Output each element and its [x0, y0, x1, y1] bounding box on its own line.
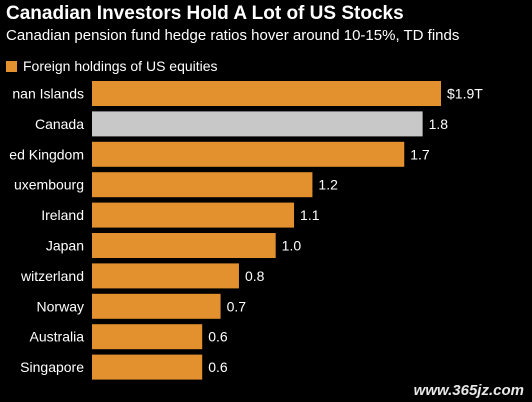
value-label: 0.6 — [208, 329, 228, 345]
value-label: 1.1 — [300, 207, 320, 223]
bar — [92, 233, 276, 258]
category-label: Norway — [37, 298, 84, 314]
value-label: 1.0 — [282, 238, 302, 254]
chart-title: Canadian Investors Hold A Lot of US Stoc… — [6, 3, 404, 24]
bar — [92, 111, 423, 137]
category-label: Australia — [30, 329, 85, 345]
bar — [92, 202, 295, 228]
bar — [92, 172, 313, 198]
bar — [92, 324, 203, 350]
chart-subtitle: Canadian pension fund hedge ratios hover… — [6, 27, 460, 44]
value-label: 1.2 — [318, 177, 338, 193]
bar — [92, 141, 405, 167]
category-label: ed Kingdom — [9, 146, 84, 162]
watermark: www.365jz.com — [413, 382, 524, 399]
bar — [92, 81, 441, 106]
value-label: 0.7 — [227, 298, 247, 314]
legend: Foreign holdings of US equities — [6, 57, 218, 75]
category-label: Singapore — [20, 359, 84, 375]
category-label: nan Islands — [12, 86, 84, 102]
legend-label: Foreign holdings of US equities — [23, 58, 218, 74]
category-label: Ireland — [41, 207, 84, 223]
value-label: 1.8 — [429, 116, 449, 132]
category-label: Japan — [46, 238, 84, 254]
category-label: uxembourg — [14, 177, 84, 193]
bar — [92, 293, 221, 319]
legend-swatch — [6, 60, 17, 72]
value-label: 0.8 — [245, 268, 265, 284]
category-label: Canada — [35, 116, 84, 132]
category-label: witzerland — [20, 268, 84, 284]
value-label: $1.9T — [447, 86, 483, 102]
bar — [92, 263, 239, 289]
value-label: 1.7 — [410, 146, 430, 162]
value-label: 0.6 — [208, 359, 228, 375]
bar — [92, 354, 203, 380]
